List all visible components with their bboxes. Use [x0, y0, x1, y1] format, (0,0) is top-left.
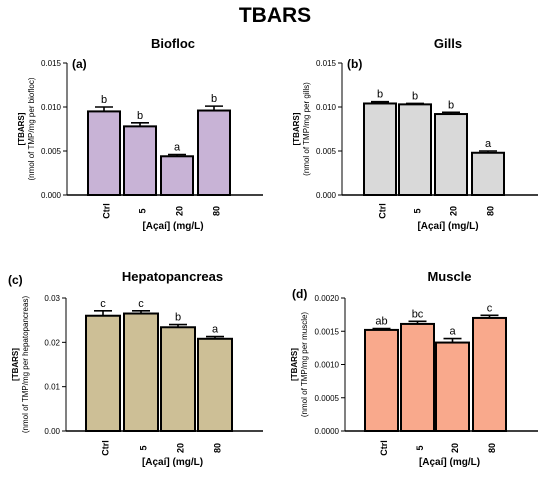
chart-panel-hepatopancreas: Hepatopancreas (c) 0.00 0.01 0.02 0.03 [TBARS]… — [8, 269, 263, 468]
bar — [123, 312, 159, 432]
x-tick-label: 20 — [450, 443, 460, 453]
bar — [160, 326, 196, 432]
bar — [472, 316, 507, 433]
panel-label: (b) — [347, 57, 362, 71]
x-tick-label: Ctrl — [101, 203, 111, 219]
x-tick-label: 80 — [212, 443, 222, 453]
x-tick-label: 5 — [138, 445, 148, 450]
significance-label: b — [175, 312, 181, 324]
x-axis-label: [Açaí] (mg/L) — [417, 221, 478, 232]
y-axis-label-units: (nmol of TMP/mg per gills) — [302, 82, 311, 176]
panel-label: (a) — [72, 57, 87, 71]
y-tick-label: 0.00 — [44, 427, 60, 436]
bar — [197, 337, 233, 432]
y-tick-label: 0.0010 — [315, 361, 340, 370]
chart-panel-gills: Gills (b) 0.000 0.005 0.010 0.015 [TBARS] (nmol… — [292, 36, 538, 232]
y-axis-label-units: (nmol of TMP/mg per biofloc) — [27, 77, 36, 180]
bar — [85, 314, 121, 433]
panel-label: (c) — [8, 273, 23, 287]
x-tick-label: 20 — [175, 443, 185, 453]
significance-label: b — [448, 99, 454, 111]
y-axis-label: [TBARS] — [11, 348, 20, 381]
y-tick-label: 0.005 — [316, 147, 337, 156]
significance-label: c — [100, 298, 106, 310]
significance-label: ab — [375, 316, 387, 328]
bar — [123, 125, 157, 196]
y-tick-label: 0.0015 — [315, 327, 340, 336]
y-tick-label: 0.015 — [316, 59, 337, 68]
bar — [398, 103, 432, 196]
y-tick-label: 0.01 — [44, 383, 60, 392]
bar — [434, 113, 468, 196]
y-tick-label: 0.010 — [316, 103, 337, 112]
y-tick-label: 0.005 — [41, 147, 62, 156]
significance-label: b — [101, 94, 107, 106]
panel-title: Hepatopancreas — [122, 269, 223, 284]
x-tick-label: 5 — [415, 445, 425, 450]
bar — [197, 109, 231, 196]
significance-label: b — [137, 110, 143, 122]
significance-label: a — [449, 326, 456, 338]
x-axis-label: [Açaí] (mg/L) — [142, 457, 203, 468]
x-tick-label: Ctrl — [379, 440, 389, 456]
significance-label: b — [412, 90, 418, 102]
chart-panel-biofloc: Biofloc (a) 0.000 0.005 0.010 0.015 [TBARS] (nm… — [17, 36, 263, 232]
y-tick-label: 0.0020 — [315, 294, 340, 303]
significance-label: a — [212, 324, 219, 336]
significance-label: bc — [412, 308, 424, 320]
significance-label: c — [138, 298, 144, 310]
y-axis-label-units: (nmol of TMP/mg per muscle) — [300, 312, 309, 418]
y-tick-label: 0.000 — [316, 191, 337, 200]
y-tick-label: 0.015 — [41, 59, 62, 68]
significance-label: b — [211, 93, 217, 105]
bar — [435, 341, 470, 432]
y-axis-label: [TBARS] — [292, 112, 301, 145]
significance-label: a — [174, 142, 181, 154]
figure-title: TBARS — [238, 4, 312, 27]
bar — [471, 151, 505, 197]
y-tick-label: 0.02 — [44, 338, 60, 347]
y-tick-label: 0.000 — [41, 191, 62, 200]
y-tick-label: 0.0000 — [315, 427, 340, 436]
panel-title: Muscle — [427, 269, 471, 284]
y-tick-label: 0.03 — [44, 294, 60, 303]
significance-label: c — [487, 302, 493, 314]
x-tick-label: 80 — [487, 443, 497, 453]
bar — [160, 155, 194, 196]
x-tick-label: Ctrl — [377, 203, 387, 219]
bar — [364, 328, 399, 432]
panel-label: (d) — [292, 287, 307, 301]
bar — [400, 322, 435, 433]
y-tick-label: 0.0005 — [315, 394, 340, 403]
x-axis-label: [Açaí] (mg/L) — [142, 221, 203, 232]
x-axis-label: [Açaí] (mg/L) — [419, 457, 480, 468]
y-axis-label-units: (nmol of TMP/mg per hepatopancreas) — [21, 296, 30, 434]
y-axis-label: [TBARS] — [17, 112, 26, 145]
chart-panel-muscle: Muscle (d) 0.0000 0.0005 0.0010 0.0015 0.0020 [… — [290, 269, 538, 468]
bar — [363, 102, 397, 196]
panel-title: Biofloc — [151, 36, 195, 51]
x-tick-label: Ctrl — [100, 440, 110, 456]
x-tick-label: 80 — [211, 206, 221, 216]
x-tick-label: 80 — [485, 206, 495, 216]
x-tick-label: 5 — [137, 208, 147, 213]
y-axis-label: [TBARS] — [290, 348, 299, 381]
significance-label: b — [377, 89, 383, 101]
x-tick-label: 20 — [448, 206, 458, 216]
y-tick-label: 0.010 — [41, 103, 62, 112]
bar — [87, 110, 121, 196]
x-tick-label: 5 — [412, 208, 422, 213]
x-tick-label: 20 — [174, 206, 184, 216]
panel-title: Gills — [434, 36, 462, 51]
significance-label: a — [485, 138, 492, 150]
